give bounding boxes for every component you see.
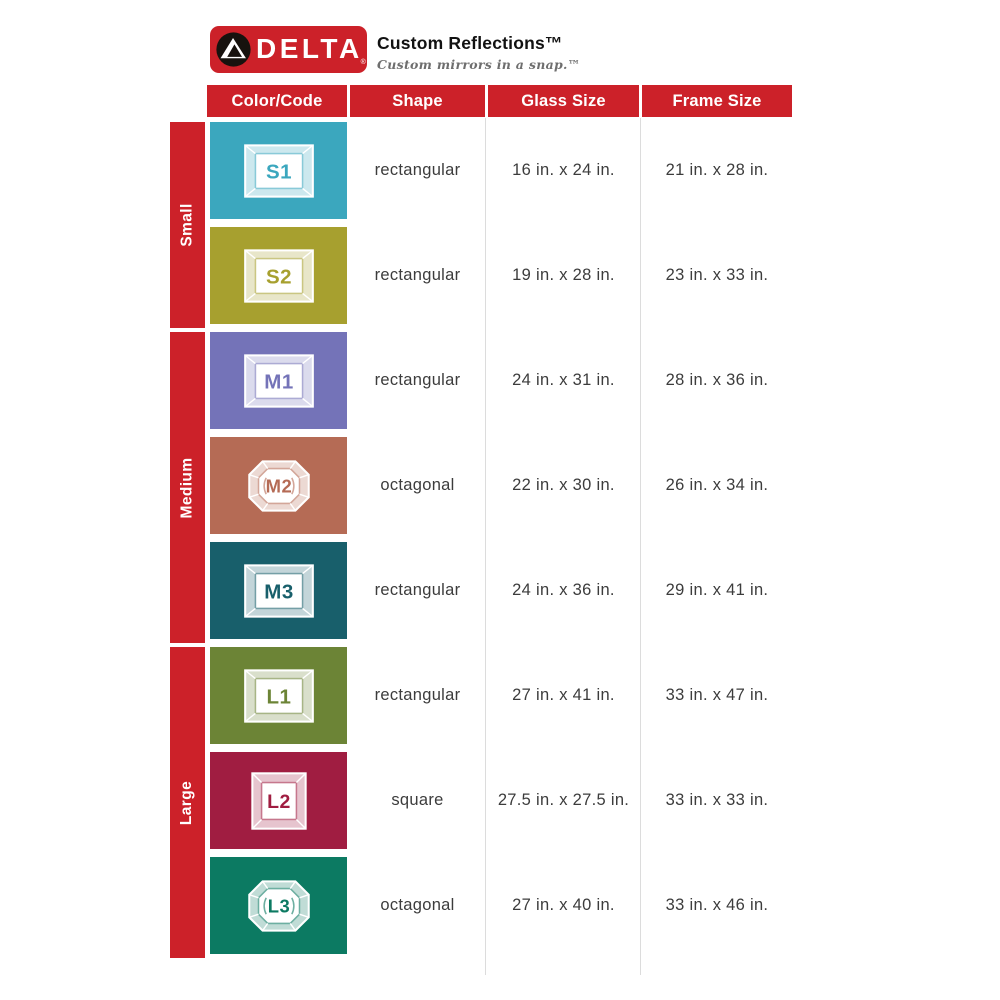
svg-text:S2: S2 xyxy=(265,265,291,288)
size-group-bar: Small Medium Large xyxy=(170,122,205,962)
svg-text:S1: S1 xyxy=(265,160,291,183)
brand-titles: Custom Reflections™ Custom mirrors in a … xyxy=(377,33,580,72)
shape-cell-l2: square xyxy=(391,791,444,809)
color-swatch-l3: L3 xyxy=(210,857,347,954)
table-row-l1: L1 rectangular 27 in. x 41 in. 33 in. x 47 … xyxy=(207,647,792,752)
glass-size-cell-m1: 24 in. x 31 in. xyxy=(512,371,615,389)
product-title: Custom Reflections™ xyxy=(377,33,563,53)
column-divider-glass-frame xyxy=(640,118,641,975)
frame-size-cell-l2: 33 in. x 33 in. xyxy=(665,791,769,809)
svg-text:L2: L2 xyxy=(267,791,291,813)
delta-logo: DELTA ® xyxy=(210,26,367,73)
table-header-row: Color/Code Shape Glass Size Frame Size xyxy=(207,85,792,117)
color-code-cell-s2: S2 xyxy=(207,227,347,324)
frame-size-cell-l1: 33 in. x 47 in. xyxy=(665,686,769,704)
table-row-s1: S1 rectangular 16 in. x 24 in. 21 in. x 28 … xyxy=(207,122,792,227)
table-body: S1 rectangular 16 in. x 24 in. 21 in. x 28 … xyxy=(207,122,792,962)
table-row-s2: S2 rectangular 19 in. x 28 in. 23 in. x 33 … xyxy=(207,227,792,332)
table-row-m3: M3 rectangular 24 in. x 36 in. 29 in. x 41 … xyxy=(207,542,792,647)
shape-cell-m3: rectangular xyxy=(374,581,461,599)
mirror-frame-rectangular-icon: M1 xyxy=(238,350,320,412)
table-row-m1: M1 rectangular 24 in. x 31 in. 28 in. x 36 … xyxy=(207,332,792,437)
table-row-m2: M2 octagonal 22 in. x 30 in. 26 in. x 34 in… xyxy=(207,437,792,542)
svg-text:M3: M3 xyxy=(264,580,294,603)
table-row-l3: L3 octagonal 27 in. x 40 in. 33 in. x 46 in… xyxy=(207,857,792,962)
mirror-frame-rectangular-icon: S2 xyxy=(238,245,320,307)
color-swatch-s1: S1 xyxy=(210,122,347,219)
frame-size-cell-s1: 21 in. x 28 in. xyxy=(665,161,769,179)
group-section-small: Small xyxy=(170,122,205,328)
mirror-frame-rectangular-icon: M3 xyxy=(238,560,320,622)
color-code-cell-m1: M1 xyxy=(207,332,347,429)
delta-triangle-icon xyxy=(216,32,251,67)
group-section-large: Large xyxy=(170,647,205,958)
glass-size-cell-m2: 22 in. x 30 in. xyxy=(512,476,615,494)
mirror-frame-octagonal-icon: M2 xyxy=(238,455,320,517)
svg-text:M2: M2 xyxy=(265,475,292,496)
shape-cell-l1: rectangular xyxy=(374,686,461,704)
glass-size-cell-m3: 24 in. x 36 in. xyxy=(512,581,615,599)
color-swatch-s2: S2 xyxy=(210,227,347,324)
column-divider-shape-glass xyxy=(485,118,486,975)
color-code-cell-l3: L3 xyxy=(207,857,347,954)
group-label-small: Small xyxy=(178,203,196,247)
table-row-l2: L2 square 27.5 in. x 27.5 in. 33 in. x 33 i… xyxy=(207,752,792,857)
color-code-cell-m3: M3 xyxy=(207,542,347,639)
glass-size-cell-l2: 27.5 in. x 27.5 in. xyxy=(497,791,630,809)
registered-trademark-mark: ® xyxy=(360,59,366,66)
mirror-frame-rectangular-icon: L1 xyxy=(238,665,320,727)
glass-size-cell-s2: 19 in. x 28 in. xyxy=(512,266,615,284)
column-header-glass-size: Glass Size xyxy=(488,85,639,117)
svg-text:M1: M1 xyxy=(264,370,294,393)
color-code-cell-l1: L1 xyxy=(207,647,347,744)
mirror-frame-octagonal-icon: L3 xyxy=(238,875,320,937)
color-code-cell-l2: L2 xyxy=(207,752,347,849)
column-header-color-code: Color/Code xyxy=(207,85,347,117)
color-swatch-m1: M1 xyxy=(210,332,347,429)
shape-cell-s1: rectangular xyxy=(374,161,461,179)
column-header-frame-size: Frame Size xyxy=(642,85,792,117)
glass-size-cell-l3: 27 in. x 40 in. xyxy=(512,896,615,914)
shape-cell-l3: octagonal xyxy=(380,896,455,914)
color-swatch-l1: L1 xyxy=(210,647,347,744)
frame-size-cell-m3: 29 in. x 41 in. xyxy=(665,581,769,599)
svg-text:L1: L1 xyxy=(266,685,291,708)
frame-size-cell-l3: 33 in. x 46 in. xyxy=(665,896,769,914)
column-header-shape: Shape xyxy=(350,85,485,117)
shape-cell-m2: octagonal xyxy=(380,476,455,494)
group-section-medium: Medium xyxy=(170,332,205,643)
frame-size-cell-m2: 26 in. x 34 in. xyxy=(665,476,769,494)
group-label-medium: Medium xyxy=(178,457,196,518)
glass-size-cell-l1: 27 in. x 41 in. xyxy=(512,686,615,704)
svg-text:L3: L3 xyxy=(267,895,290,916)
frame-size-cell-m1: 28 in. x 36 in. xyxy=(665,371,769,389)
mirror-frame-square-icon: L2 xyxy=(238,770,320,832)
group-label-large: Large xyxy=(178,780,196,825)
color-swatch-m2: M2 xyxy=(210,437,347,534)
glass-size-cell-s1: 16 in. x 24 in. xyxy=(512,161,615,179)
shape-cell-s2: rectangular xyxy=(374,266,461,284)
color-swatch-l2: L2 xyxy=(210,752,347,849)
color-code-cell-s1: S1 xyxy=(207,122,347,219)
shape-cell-m1: rectangular xyxy=(374,371,461,389)
mirror-frame-rectangular-icon: S1 xyxy=(238,140,320,202)
color-code-cell-m2: M2 xyxy=(207,437,347,534)
frame-size-cell-s2: 23 in. x 33 in. xyxy=(665,266,769,284)
delta-logo-text: DELTA xyxy=(256,32,363,64)
product-tagline: Custom mirrors in a snap.™ xyxy=(377,57,581,72)
color-swatch-m3: M3 xyxy=(210,542,347,639)
